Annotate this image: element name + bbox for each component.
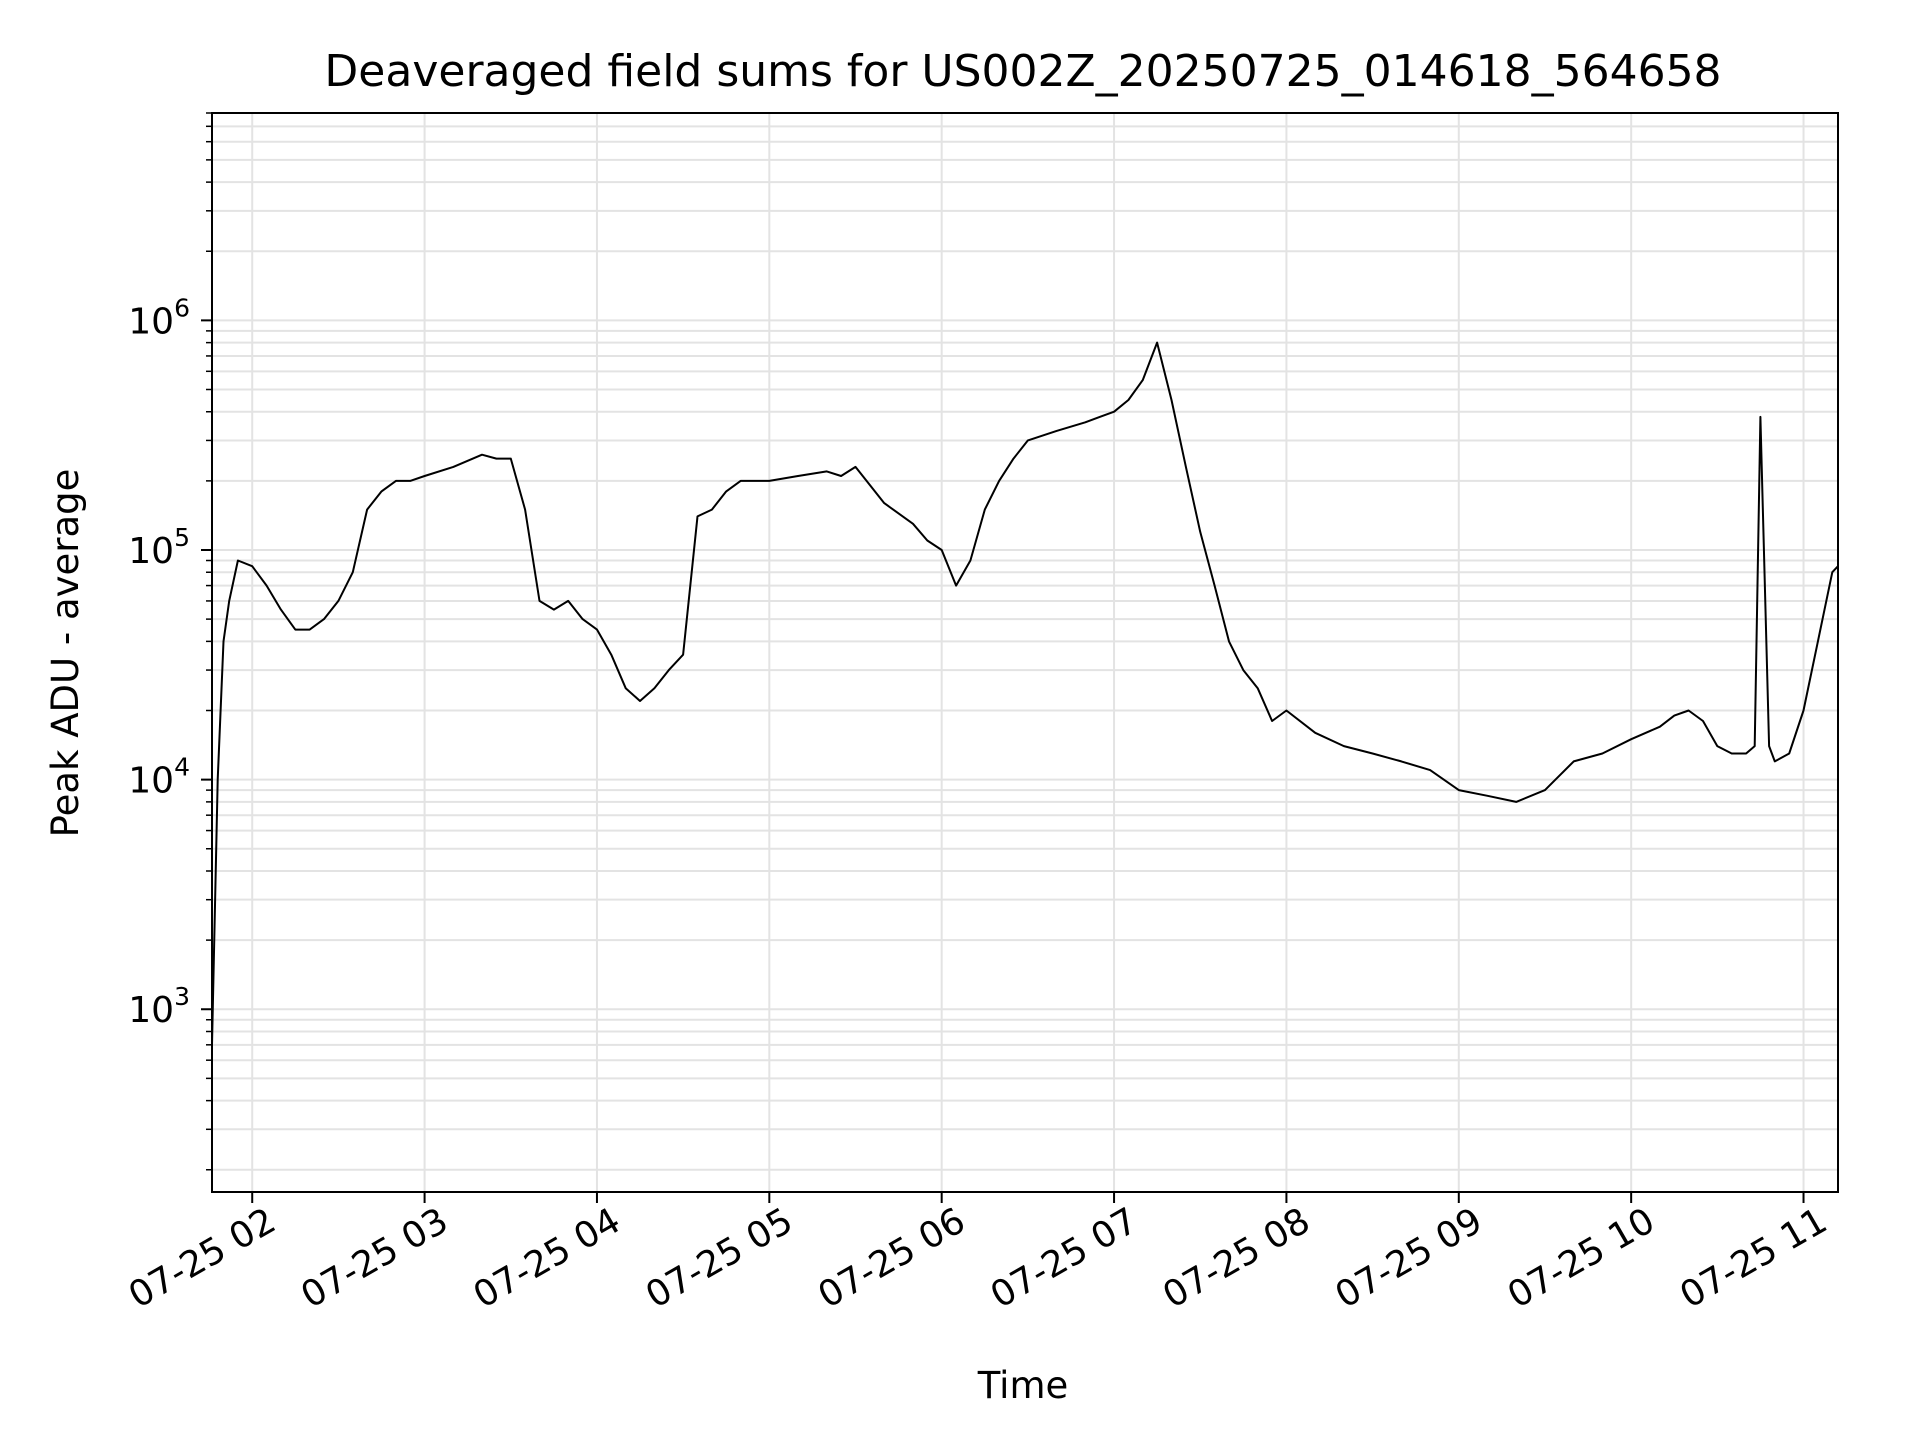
grid-major xyxy=(212,113,1838,1192)
y-axis-label: Peak ADU - average xyxy=(44,469,87,838)
y-tick-label: 103 xyxy=(128,982,190,1031)
x-axis-label: Time xyxy=(977,1364,1069,1407)
y-tick-label: 105 xyxy=(128,523,190,572)
y-tick-label: 106 xyxy=(128,293,190,342)
plot-frame xyxy=(211,112,1839,1193)
series-line xyxy=(211,341,1839,1045)
chart-title: Deaveraged field sums for US002Z_2025072… xyxy=(324,46,1721,97)
y-tick-label: 104 xyxy=(128,753,190,802)
series-layer xyxy=(211,341,1839,1045)
grid-minor xyxy=(212,112,1838,1171)
